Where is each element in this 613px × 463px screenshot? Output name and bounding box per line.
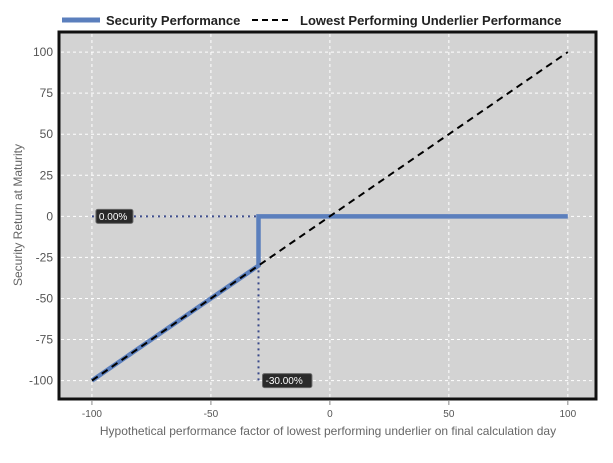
legend: Security Performance Lowest Performing U… [62, 13, 562, 28]
x-tick-label: -50 [204, 409, 219, 420]
x-tick-label: 100 [559, 409, 576, 420]
annotation-label: 0.00% [99, 212, 127, 223]
x-axis-label: Hypothetical performance factor of lowes… [100, 424, 556, 438]
series-lines [90, 51, 569, 383]
y-tick-label: 25 [40, 168, 54, 182]
x-tick-label: 0 [327, 409, 333, 420]
legend-label-security: Security Performance [106, 13, 240, 28]
y-tick-label: 100 [33, 45, 53, 59]
x-tick-label: 50 [443, 409, 455, 420]
annotation-label: -30.00% [265, 376, 302, 387]
x-tick-label: -100 [82, 409, 102, 420]
y-tick-label: -25 [36, 250, 54, 264]
series-line-underlier [91, 51, 569, 382]
annotation-box [261, 373, 313, 389]
y-tick-label: 75 [40, 86, 54, 100]
annotation-box [95, 208, 134, 224]
y-tick-label: -75 [36, 333, 54, 347]
legend-label-underlier: Lowest Performing Underlier Performance [300, 13, 562, 28]
y-tick-label: 0 [46, 209, 53, 223]
tick-labels: 100 75 50 25 0 -25 -50 -75 -100 -100 -50 0 50 100 [29, 45, 577, 420]
y-tick-label: -100 [29, 374, 53, 388]
y-tick-label: -50 [36, 291, 54, 305]
reference-lines [91, 215, 260, 381]
y-axis-label: Security Return at Maturity [11, 144, 25, 286]
y-tick-label: 50 [40, 127, 54, 141]
annotations: 0.00% -30.00% [95, 208, 313, 389]
